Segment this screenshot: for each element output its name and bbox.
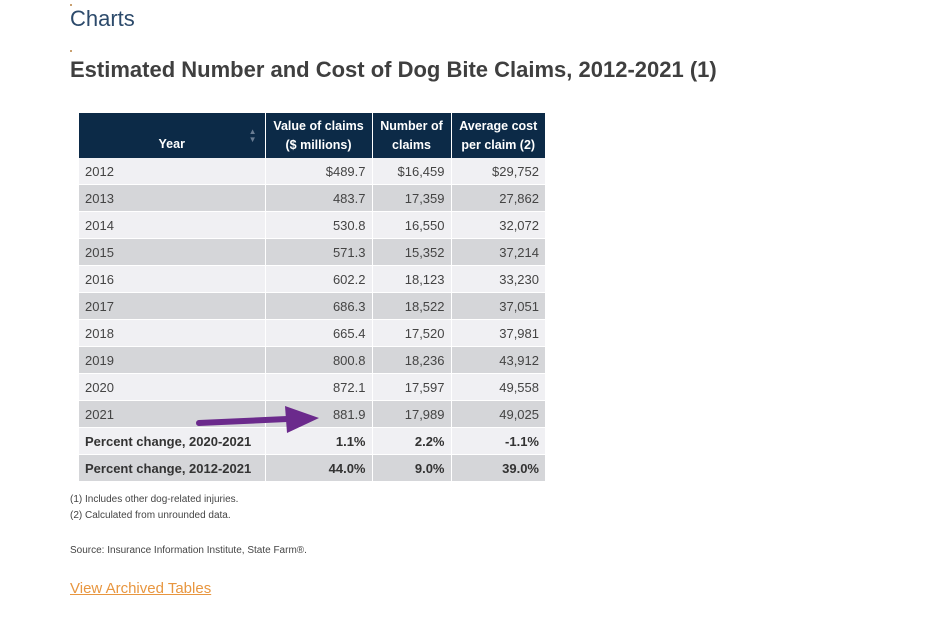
- average-cell: 39.0%: [451, 454, 545, 482]
- average-cell: 37,214: [451, 238, 545, 266]
- annotation-arrow-icon: [196, 406, 319, 433]
- value-cell: 881.9: [265, 400, 373, 428]
- number-cell: 17,359: [372, 184, 452, 212]
- average-cell: 32,072: [451, 211, 545, 239]
- value-cell: 483.7: [265, 184, 373, 212]
- summary-row: Percent change, 2012-2021 44.0% 9.0% 39.…: [79, 454, 545, 482]
- column-header-average-line1: Average cost: [459, 118, 538, 133]
- average-cell: $29,752: [451, 158, 545, 185]
- column-header-value-line2: ($ millions): [285, 137, 352, 152]
- value-cell: 1.1%: [265, 427, 373, 455]
- section-title: Charts: [70, 6, 135, 31]
- footnote-2: (2) Calculated from unrounded data.: [70, 510, 231, 521]
- value-cell: 602.2: [265, 265, 373, 293]
- summary-label-cell: Percent change, 2012-2021: [79, 454, 266, 482]
- value-cell: 530.8: [265, 211, 373, 239]
- decorative-dot: [70, 4, 72, 6]
- column-header-value: Value of claims ($ millions): [265, 113, 373, 158]
- year-cell: 2016: [79, 265, 266, 293]
- average-cell: -1.1%: [451, 427, 545, 455]
- average-cell: 49,025: [451, 400, 545, 428]
- average-cell: 33,230: [451, 265, 545, 293]
- table-row: 2016 602.2 18,123 33,230: [79, 265, 545, 293]
- year-cell: 2020: [79, 373, 266, 401]
- sort-icon[interactable]: ▲ ▼: [248, 127, 257, 144]
- average-cell: 37,051: [451, 292, 545, 320]
- average-cell: 43,912: [451, 346, 545, 374]
- year-cell: 2015: [79, 238, 266, 266]
- source-note: Source: Insurance Information Institute,…: [70, 545, 307, 556]
- year-cell: 2013: [79, 184, 266, 212]
- value-cell: $489.7: [265, 158, 373, 185]
- number-cell: 16,550: [372, 211, 452, 239]
- table-row: 2012 $489.7 $16,459 $29,752: [79, 158, 545, 185]
- column-header-average: Average cost per claim (2): [451, 113, 545, 158]
- page-title: Estimated Number and Cost of Dog Bite Cl…: [70, 57, 717, 82]
- table-row: 2019 800.8 18,236 43,912: [79, 346, 545, 374]
- column-header-average-line2: per claim (2): [461, 137, 536, 152]
- view-archived-tables-link[interactable]: View Archived Tables: [70, 580, 212, 597]
- number-cell: 18,522: [372, 292, 452, 320]
- number-cell: $16,459: [372, 158, 452, 185]
- table-row: 2018 665.4 17,520 37,981: [79, 319, 545, 347]
- number-cell: 15,352: [372, 238, 452, 266]
- value-cell: 686.3: [265, 292, 373, 320]
- value-cell: 571.3: [265, 238, 373, 266]
- value-cell: 665.4: [265, 319, 373, 347]
- average-cell: 49,558: [451, 373, 545, 401]
- column-header-number: Number of claims: [372, 113, 452, 158]
- summary-label-cell: Percent change, 2020-2021: [79, 427, 266, 455]
- table-row: 2014 530.8 16,550 32,072: [79, 211, 545, 239]
- table-row: 2013 483.7 17,359 27,862: [79, 184, 545, 212]
- table-header-row: Year ▲ ▼ Value of claims ($ millions) Num…: [79, 113, 545, 158]
- year-cell: 2012: [79, 158, 266, 185]
- average-cell: 37,981: [451, 319, 545, 347]
- dog-bite-claims-table: Year ▲ ▼ Value of claims ($ millions) Num…: [79, 113, 545, 482]
- column-header-year-label: Year: [158, 137, 185, 151]
- value-cell: 44.0%: [265, 454, 373, 482]
- year-cell: 2014: [79, 211, 266, 239]
- year-cell: 2019: [79, 346, 266, 374]
- column-header-year[interactable]: Year ▲ ▼: [79, 113, 266, 158]
- decorative-dot: [70, 50, 72, 52]
- column-header-value-line1: Value of claims: [273, 118, 364, 133]
- value-cell: 800.8: [265, 346, 373, 374]
- number-cell: 2.2%: [372, 427, 452, 455]
- table-row: 2021 881.9 17,989 49,025: [79, 400, 545, 428]
- average-cell: 27,862: [451, 184, 545, 212]
- number-cell: 18,236: [372, 346, 452, 374]
- number-cell: 17,520: [372, 319, 452, 347]
- year-cell: 2017: [79, 292, 266, 320]
- year-cell: 2018: [79, 319, 266, 347]
- column-header-number-line1: Number of: [380, 118, 443, 133]
- number-cell: 18,123: [372, 265, 452, 293]
- footnote-1: (1) Includes other dog-related injuries.: [70, 494, 239, 505]
- table-row: 2015 571.3 15,352 37,214: [79, 238, 545, 266]
- column-header-number-line2: claims: [392, 137, 431, 152]
- number-cell: 9.0%: [372, 454, 452, 482]
- number-cell: 17,989: [372, 400, 452, 428]
- table-row: 2017 686.3 18,522 37,051: [79, 292, 545, 320]
- table-row: 2020 872.1 17,597 49,558: [79, 373, 545, 401]
- summary-row: Percent change, 2020-2021 1.1% 2.2% -1.1…: [79, 427, 545, 455]
- value-cell: 872.1: [265, 373, 373, 401]
- number-cell: 17,597: [372, 373, 452, 401]
